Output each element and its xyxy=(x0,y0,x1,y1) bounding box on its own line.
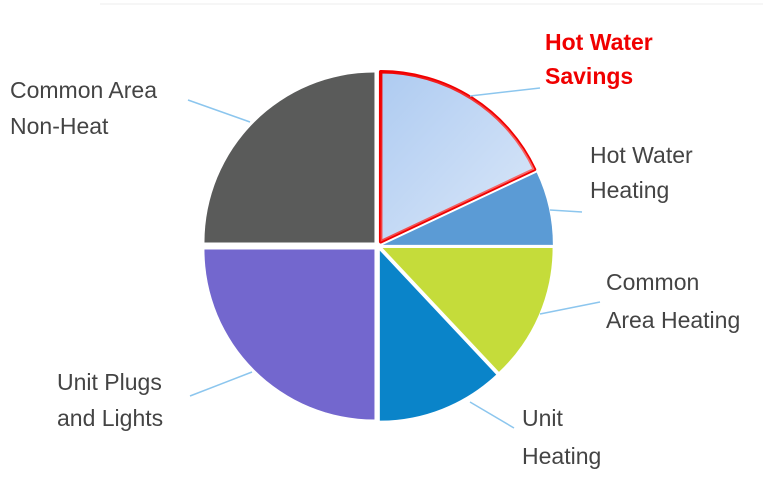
pie-slice xyxy=(379,250,497,421)
slice-label: Non-Heat xyxy=(10,113,109,139)
leader-line xyxy=(187,99,251,123)
leader-line xyxy=(549,209,583,213)
leader-line xyxy=(469,401,515,429)
leader-line xyxy=(539,301,601,315)
slice-label: Common xyxy=(606,269,699,295)
slice-label: Common Area xyxy=(10,77,157,103)
leader-line xyxy=(189,371,253,397)
leader-line xyxy=(469,87,541,97)
slice-label: and Lights xyxy=(57,405,163,431)
slice-label: Heating xyxy=(522,443,601,469)
slice-label: Unit xyxy=(522,405,564,431)
slice-label: Savings xyxy=(545,63,633,89)
slice-label: Unit Plugs xyxy=(57,369,162,395)
slice-sheen xyxy=(380,71,535,242)
pie-slice xyxy=(204,249,375,420)
pie-slice xyxy=(382,247,553,372)
pie-slice xyxy=(204,72,375,243)
slice-label: Hot Water xyxy=(590,142,693,168)
slice-label: Heating xyxy=(590,177,669,203)
slice-label: Hot Water xyxy=(545,29,653,55)
pie-slice xyxy=(382,172,553,245)
slice-label: Area Heating xyxy=(606,307,740,333)
